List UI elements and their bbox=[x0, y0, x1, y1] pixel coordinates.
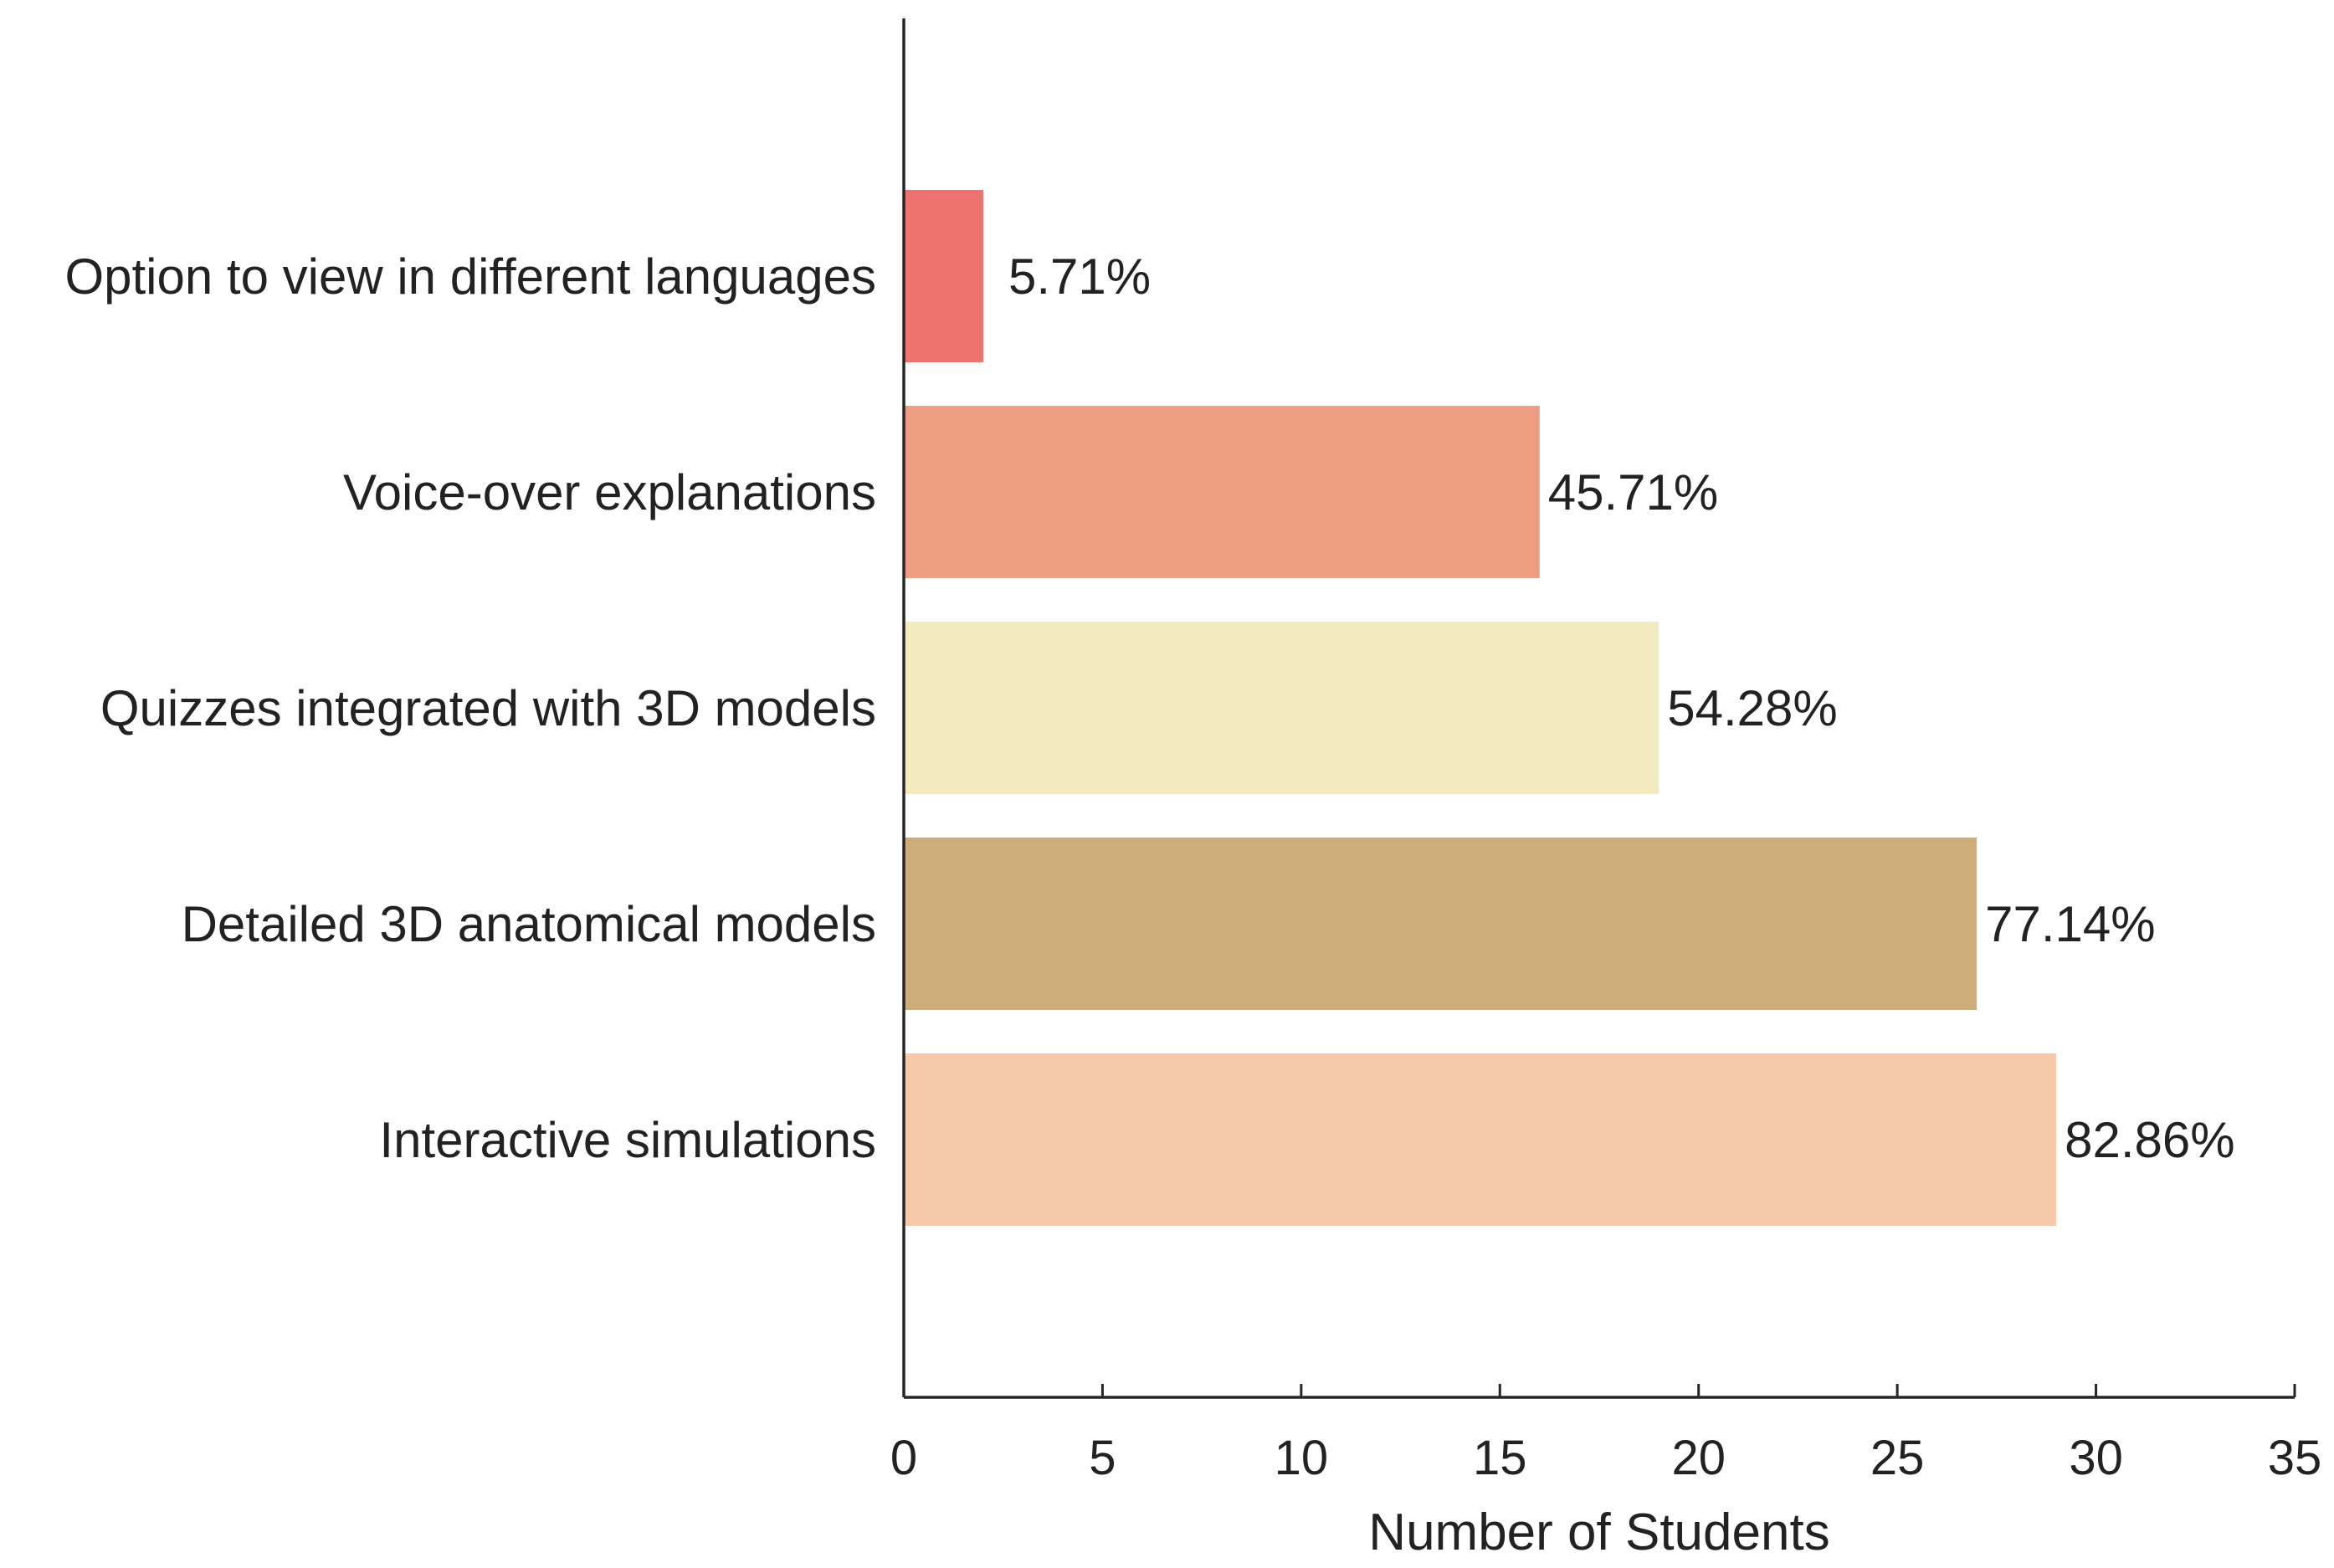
category-label: Quizzes integrated with 3D models bbox=[100, 680, 876, 736]
bar-1 bbox=[904, 190, 983, 362]
x-tick-label: 30 bbox=[2069, 1431, 2123, 1485]
x-tick-label: 5 bbox=[1089, 1431, 1116, 1485]
x-tick-label: 20 bbox=[1671, 1431, 1726, 1485]
data-label: 5.71% bbox=[1008, 249, 1151, 305]
bar-3 bbox=[904, 622, 1659, 794]
category-label: Detailed 3D anatomical models bbox=[182, 896, 876, 952]
bar-5 bbox=[904, 1053, 2057, 1226]
bar-2 bbox=[904, 406, 1540, 578]
x-tick-label: 15 bbox=[1473, 1431, 1527, 1485]
category-label: Voice-over explanations bbox=[343, 464, 876, 520]
x-ticks-group: 0 5 10 15 20 25 30 35 bbox=[890, 1384, 2321, 1485]
x-tick-label: 0 bbox=[890, 1431, 917, 1485]
data-label: 54.28% bbox=[1667, 680, 1838, 736]
data-label: 77.14% bbox=[1985, 896, 2156, 952]
axes-group bbox=[902, 18, 2295, 1399]
data-label: 45.71% bbox=[1548, 464, 1719, 520]
x-tick-label: 35 bbox=[2268, 1431, 2322, 1485]
x-tick-label: 10 bbox=[1275, 1431, 1329, 1485]
bar-4 bbox=[904, 838, 1977, 1010]
category-label: Interactive simulations bbox=[379, 1112, 876, 1168]
labels-group: Option to view in different languages 5.7… bbox=[64, 249, 2234, 1168]
x-axis-title: Number of Students bbox=[1368, 1504, 1829, 1561]
category-label: Option to view in different languages bbox=[64, 249, 876, 305]
data-label: 82.86% bbox=[2065, 1112, 2235, 1168]
bars-group bbox=[904, 190, 2057, 1226]
x-tick-label: 25 bbox=[1870, 1431, 1925, 1485]
